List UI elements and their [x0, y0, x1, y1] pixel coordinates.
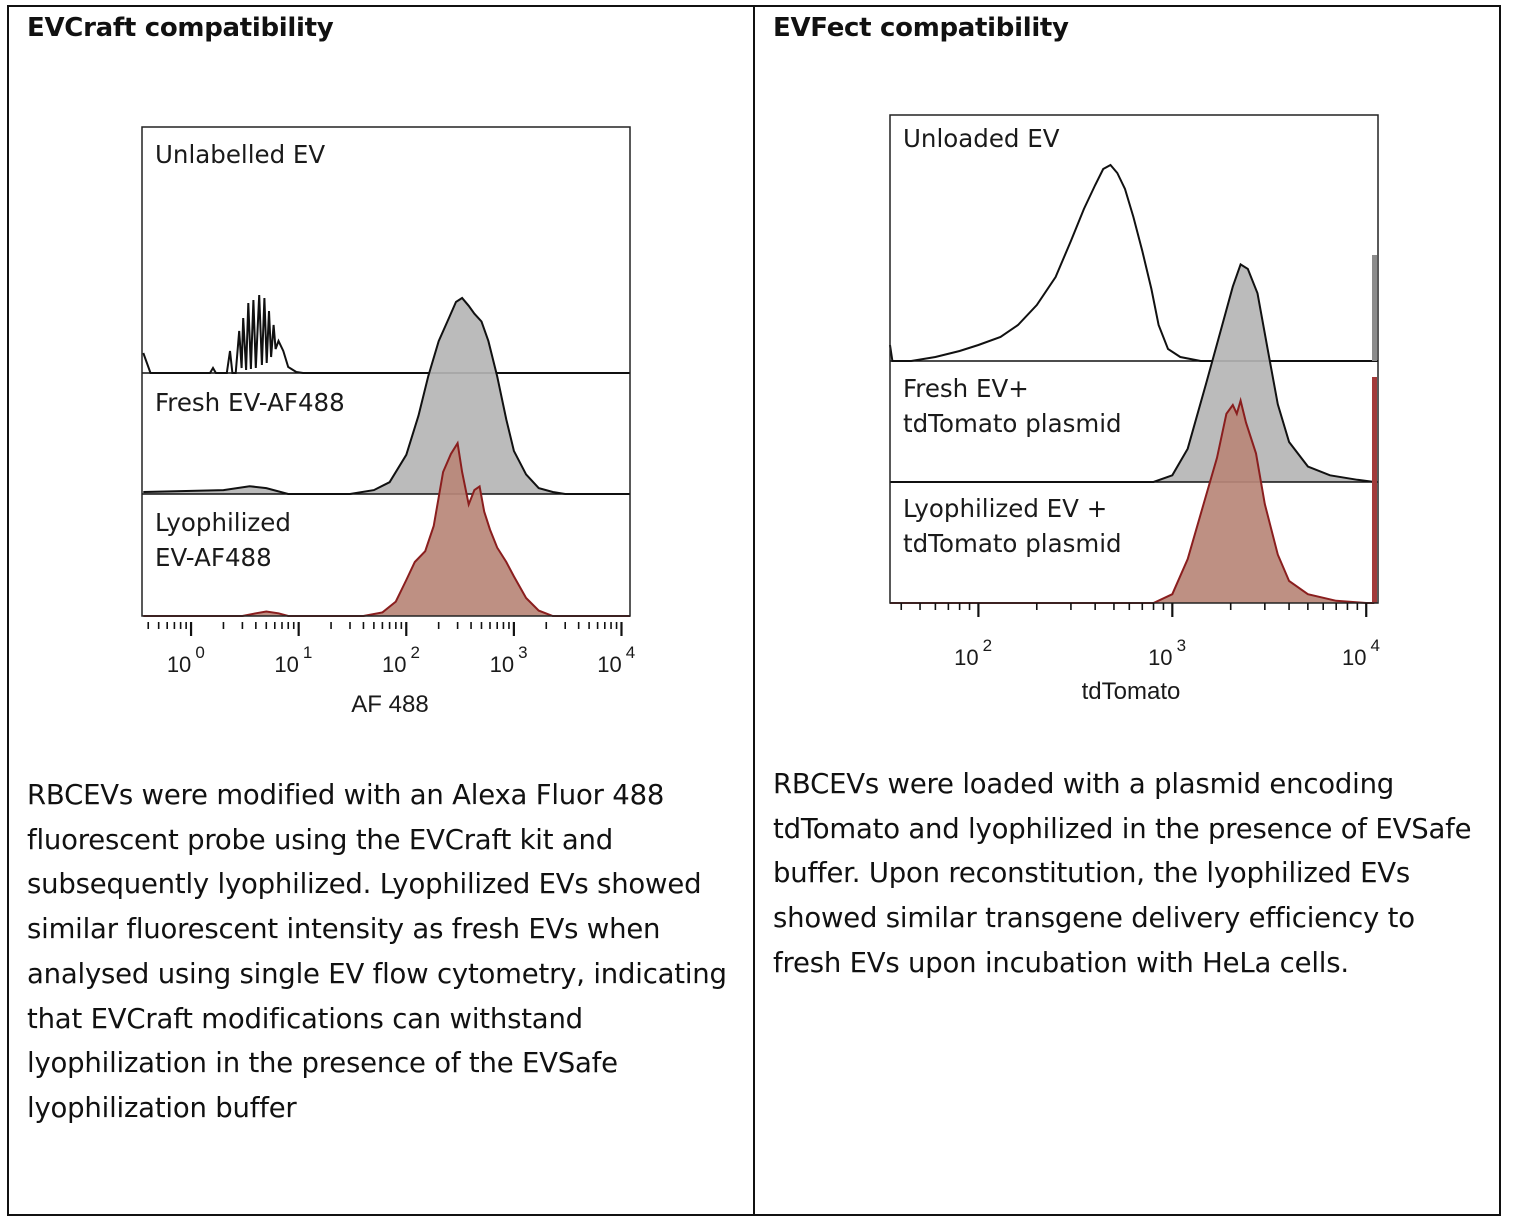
panel-label: tdTomato plasmid [903, 409, 1122, 438]
histogram-fill-2 [143, 443, 631, 616]
panel-label: Unlabelled EV [155, 140, 325, 169]
x-axis-label: AF 488 [351, 691, 428, 718]
tick-label: 10 [1342, 645, 1366, 670]
panel-label: Lyophilized EV + [903, 494, 1107, 523]
histogram-line-2 [143, 440, 630, 617]
tick-label-exponent: 2 [411, 643, 420, 662]
x-axis-label: tdTomato [1082, 678, 1181, 705]
evfect-heading: EVFect compatibility [773, 13, 1069, 43]
tick-label: 10 [1148, 645, 1172, 670]
tick-label-exponent: 2 [983, 636, 992, 655]
evfect-description: RBCEVs were loaded with a plasmid encodi… [773, 768, 1472, 979]
histogram-line-2 [890, 396, 1375, 604]
histogram-fill-2 [890, 400, 1375, 603]
tick-label-exponent: 4 [626, 643, 635, 662]
af488-histogram-chart: Unlabelled EV Fresh EV-AF488 Lyophilized EV… [141, 126, 635, 718]
histogram-fill-1 [143, 298, 631, 494]
tick-label: 10 [274, 652, 298, 677]
panel-label: Unloaded EV [903, 124, 1060, 153]
histogram-line-0 [889, 163, 1378, 362]
panel-label: Lyophilized [155, 508, 291, 537]
tick-label: 10 [490, 652, 514, 677]
edge-spike-fresh [1372, 255, 1377, 361]
evcraft-heading: EVCraft compatibility [27, 13, 334, 43]
evfect-cell: EVFect compatibility Unloaded EV Fresh EV… [755, 7, 1499, 1214]
histogram-line-0 [142, 294, 630, 374]
tick-label-exponent: 3 [518, 643, 527, 662]
panel-label: tdTomato plasmid [903, 529, 1122, 558]
edge-spike-lyophilized [1372, 377, 1377, 603]
tick-label-exponent: 1 [303, 643, 312, 662]
histogram-fill-1 [890, 264, 1375, 482]
tick-label-exponent: 3 [1177, 636, 1186, 655]
plot-frame [889, 114, 1379, 604]
evcraft-description: RBCEVs were modified with an Alexa Fluor… [27, 779, 727, 1124]
comparison-table: EVCraft compatibility Unlabelled EV Fresh… [7, 5, 1501, 1216]
tick-label: 10 [597, 652, 621, 677]
histogram-line-1 [890, 262, 1375, 483]
column-divider [753, 7, 755, 1214]
tick-label-exponent: 4 [1370, 636, 1379, 655]
tick-label-exponent: 0 [195, 643, 204, 662]
panel-label: Fresh EV-AF488 [155, 388, 345, 417]
plot-frame [141, 126, 631, 617]
tdtomato-histogram-chart: Unloaded EV Fresh EV+ tdTomato plasmid Lyop… [889, 114, 1380, 705]
tick-label: 10 [382, 652, 406, 677]
panel-label: EV-AF488 [155, 543, 272, 572]
panel-label: Fresh EV+ [903, 374, 1029, 403]
tick-label: 10 [954, 645, 978, 670]
tick-label: 10 [167, 652, 191, 677]
evcraft-cell: EVCraft compatibility Unlabelled EV Fresh… [9, 7, 753, 1214]
